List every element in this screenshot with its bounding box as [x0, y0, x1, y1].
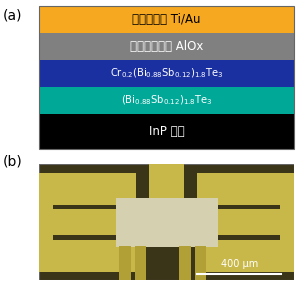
Bar — [148, 164, 184, 198]
Text: ゲート絶縁体 AlOx: ゲート絶縁体 AlOx — [130, 40, 203, 53]
Bar — [280, 173, 294, 272]
Text: ゲート電極 Ti/Au: ゲート電極 Ti/Au — [132, 13, 201, 26]
Text: InP 基板: InP 基板 — [149, 125, 184, 138]
Bar — [39, 60, 294, 87]
Bar — [53, 209, 135, 235]
Bar — [194, 245, 206, 280]
Text: (b): (b) — [3, 154, 23, 168]
Text: (Bi$_{0.88}$Sb$_{0.12}$)$_{1.8}$Te$_3$: (Bi$_{0.88}$Sb$_{0.12}$)$_{1.8}$Te$_3$ — [121, 94, 212, 107]
Text: Cr$_{0.2}$(Bi$_{0.88}$Sb$_{0.12}$)$_{1.8}$Te$_3$: Cr$_{0.2}$(Bi$_{0.88}$Sb$_{0.12}$)$_{1.8… — [110, 66, 224, 80]
Bar — [198, 209, 280, 235]
Text: (a): (a) — [3, 9, 22, 23]
Bar — [197, 173, 294, 205]
Bar — [119, 245, 131, 280]
Bar — [39, 173, 136, 205]
Bar — [179, 245, 191, 280]
Bar — [39, 87, 294, 114]
Bar — [39, 173, 53, 272]
Bar — [197, 240, 294, 272]
Bar — [39, 114, 294, 149]
Bar — [135, 245, 146, 280]
Bar — [39, 33, 294, 60]
Bar — [39, 240, 136, 272]
Bar — [39, 6, 294, 33]
Bar — [116, 198, 218, 247]
Text: 400 μm: 400 μm — [220, 259, 258, 269]
